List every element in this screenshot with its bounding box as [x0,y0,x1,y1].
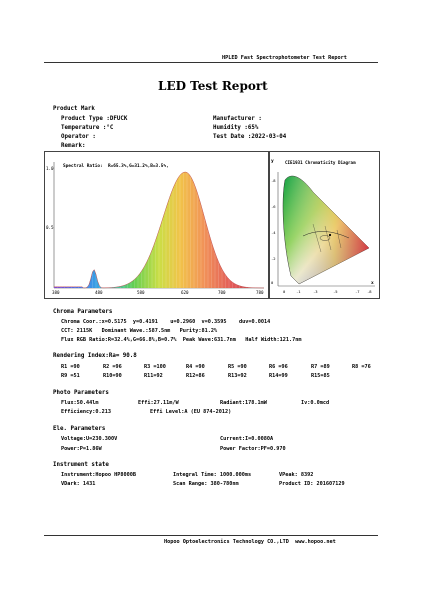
cie-x-tick-03: .3 [313,289,318,294]
rendering-r7: R7 =89 [311,364,330,370]
cie-x-tick-01: .1 [296,289,301,294]
header-rule [44,62,378,63]
rendering-index-heading: Rendering Index:Ra= 90.8 [53,353,137,359]
photo-iv: Iv:0.0mcd [301,400,330,406]
test-date: Test Date :2022-03-04 [213,134,287,140]
cie-plot [277,172,375,287]
spectrum-plot [53,162,265,289]
rendering-r2: R2 =96 [103,364,122,370]
spectrum-x-tick-780: 780 [256,290,264,295]
cie-y-tick-04: .4 [271,230,276,235]
instrument-heading: Instrument state [53,462,109,468]
product-type: Product Type :DFUCK [61,116,128,122]
cie-title: CIE1931 Chromaticity Diagram [285,160,356,165]
report-header-caption: HPLED Fast Spectrophotometer Test Report [222,55,347,61]
spectrum-x-tick-580: 580 [137,290,145,295]
footer-company: Hopoo Optoelectronics Technology CO.,LTD… [164,539,336,545]
cie-x-tick-07: .7 [355,289,360,294]
footer-rule [44,535,378,536]
cie-chromaticity-chart: CIE1931 Chromaticity Diagram y .8 .6 .4 … [268,151,380,299]
rendering-r4: R4 =90 [186,364,205,370]
chroma-coordinates: Chroma Coor.:x=0.5175 y=0.4191 u=0.2960 … [61,319,271,325]
rendering-r1: R1 =90 [61,364,80,370]
operator: Operator : [61,134,96,140]
photo-radiant: Radiant:178.1mW [220,400,267,406]
cie-y-tick-08: .8 [271,178,276,183]
scan-range: Scan Range: 380-780nm [173,481,239,487]
rendering-r9: R9 =51 [61,373,80,379]
spectrum-y-tick-top: 1.0 [46,166,54,171]
rendering-r8: R8 =76 [352,364,371,370]
rendering-r13: R13=92 [228,373,247,379]
rendering-r12: R12=86 [186,373,205,379]
photo-effi: Effi:27.11m/W [138,400,179,406]
rendering-r6: R6 =96 [269,364,288,370]
vdark: VDark: 1431 [61,481,96,487]
cie-y-axis-label: y [271,159,274,164]
temperature: Temperature :°C [61,125,114,131]
spectral-ratio-label: Spectral Ratio: R=65.3%,G=31.2%,B=3.5%, [63,164,169,169]
remark: Remark: [61,143,86,149]
cie-y-tick-02: .2 [271,256,276,261]
product-mark-heading: Product Mark [53,106,95,112]
photo-heading: Photo Parameters [53,390,109,396]
vpeak: VPeak: 8392 [279,472,314,478]
report-title: LED Test Report [158,79,268,93]
integral-time: Integral Time: 1000.000ms [173,472,252,478]
spectrum-x-tick-380: 380 [52,290,60,295]
photo-efficiency: Efficiency:0.213 [61,409,111,415]
electrical-heading: Ele. Parameters [53,426,106,432]
photo-effi-level: Effi Level:A (EU 874-2012) [150,409,232,415]
cie-x-tick-0: 0 [283,289,286,294]
cie-x-tick-08: .8 [367,289,372,294]
rendering-r3: R3 =100 [144,364,166,370]
spectrum-y-tick-mid: 0.5 [46,225,54,230]
rendering-r11: R11=92 [144,373,163,379]
chroma-heading: Chroma Parameters [53,309,113,315]
rendering-r15: R15=85 [311,373,330,379]
rendering-r10: R10=90 [103,373,122,379]
rendering-r5: R5 =90 [228,364,247,370]
product-id: Product ID: 201607129 [279,481,345,487]
electrical-power-factor: Power Factor:PF=0.970 [220,446,286,452]
chroma-cct: CCT: 2115K Dominant Wave.:587.5nm Purity… [61,328,218,334]
humidity: Humidity :65% [213,125,259,131]
spectrum-x-tick-700: 700 [218,290,226,295]
photo-flux: Flux:50.44lm [61,400,99,406]
electrical-voltage: Voltage:U=230.300V [61,436,118,442]
cie-x-axis-label: x [371,281,374,286]
spectrum-x-tick-620: 620 [181,290,189,295]
spectrum-chart: Spectral Ratio: R=65.3%,G=31.2%,B=3.5%, … [44,151,270,299]
cie-y-tick-0: 0 [271,280,274,285]
manufacturer: Manufacturer : [213,116,262,122]
chroma-flux-ratio: Flux RGB Ratio:R=32.4%,G=66.8%,B=0.7% Pe… [61,337,302,343]
cie-x-tick-05: .5 [333,289,338,294]
cie-y-tick-06: .6 [271,204,276,209]
instrument-name: Instrument:Hopoo HP8000B [61,472,136,478]
rendering-r14: R14=99 [269,373,288,379]
spectrum-x-tick-480: 480 [95,290,103,295]
electrical-power: Power:P=1.86W [61,446,102,452]
electrical-current: Current:I=0.0080A [220,436,274,442]
